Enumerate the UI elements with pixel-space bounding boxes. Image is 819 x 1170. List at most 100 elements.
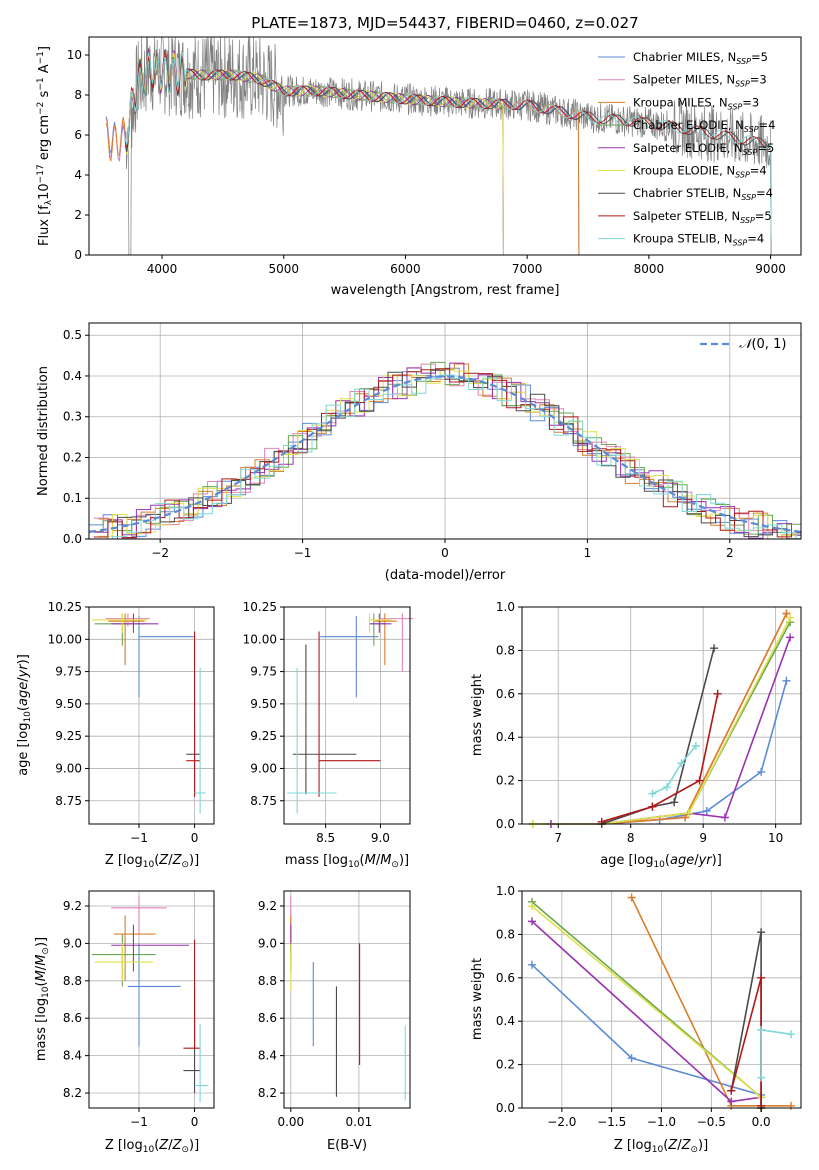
spectrum-model-line (125, 48, 504, 256)
spectrum-model-line (125, 49, 504, 256)
x-tick-label: 0.01 (346, 1115, 373, 1129)
weight-line (601, 613, 788, 825)
z-mass-ylabel: mass [log10(M/M⊙)] (34, 937, 51, 1061)
y-tick-label: 10.25 (48, 600, 82, 614)
x-tick-label: 7 (554, 831, 562, 845)
spectrum-xlabel: wavelength [Angstrom, rest frame] (331, 283, 560, 298)
y-tick-label: 0.3 (63, 410, 82, 424)
plus-marker (757, 1025, 766, 1034)
plus-marker (670, 798, 679, 807)
legend-label: Chabrier ELODIE, NSSP=4 (633, 118, 775, 134)
x-tick-label: 9 (699, 831, 707, 845)
y-tick-label: 9.00 (55, 761, 82, 775)
weight-line (652, 745, 697, 795)
legend-label: Kroupa STELIB, NSSP=4 (633, 232, 764, 248)
y-tick-label: 1.0 (496, 600, 515, 614)
y-tick-label: 8.6 (258, 1011, 277, 1025)
residual-ylabel: Normed distribution (36, 366, 51, 496)
x-tick-label: 6000 (390, 262, 421, 276)
x-tick-label: 8000 (634, 262, 665, 276)
weight-line (531, 964, 762, 1108)
x-tick-label: −1 (294, 546, 312, 560)
y-tick-label: 8.2 (258, 1086, 277, 1100)
z-weight-xlabel: Z [log10(Z/Z⊙)] (614, 1138, 708, 1155)
plus-marker (720, 813, 729, 822)
y-tick-label: 9.25 (55, 729, 82, 743)
y-tick-label: 10.25 (243, 600, 277, 614)
weight-line (601, 613, 788, 825)
x-tick-label: −0.5 (697, 1115, 726, 1129)
y-tick-label: 9.2 (63, 899, 82, 913)
ebv-mass-axes-frame (283, 890, 411, 1109)
y-tick-label: 0.1 (63, 491, 82, 505)
weight-line (760, 1028, 792, 1078)
z-mass-panel: −1 0 8.2 8.4 8.6 8.8 9.0 9.2 Z [log10(Z/Z⊙)] ma… (34, 890, 215, 1155)
plus-marker (648, 789, 657, 798)
y-tick-label: 9.75 (55, 665, 82, 679)
weight-line (601, 647, 715, 825)
x-tick-label: 8 (627, 831, 635, 845)
y-tick-label: 8.8 (63, 974, 82, 988)
weight-line (551, 680, 788, 825)
legend-label: Chabrier STELIB, NSSP=4 (633, 186, 773, 202)
x-tick-label: 4000 (147, 262, 178, 276)
weight-line (532, 621, 791, 825)
plus-marker (757, 1073, 766, 1082)
y-tick-label: 8.4 (63, 1049, 82, 1063)
plus-marker (782, 609, 791, 618)
x-tick-label: 2 (726, 546, 734, 560)
plus-marker (662, 783, 671, 792)
plus-marker (527, 960, 536, 969)
weight-line (531, 901, 762, 1108)
plus-marker (684, 809, 693, 818)
x-tick-label: −1.0 (647, 1115, 676, 1129)
y-tick-label: 0.0 (496, 1101, 515, 1115)
y-tick-label: 8.8 (258, 974, 277, 988)
y-tick-label: 9.50 (55, 697, 82, 711)
histogram-step-line (93, 362, 801, 539)
x-tick-label: −1 (130, 831, 148, 845)
x-tick-label: −2.0 (547, 1115, 576, 1129)
y-tick-label: 1.0 (496, 884, 515, 898)
legend-label: Kroupa MILES, NSSP=3 (633, 95, 759, 111)
x-tick-label: −2 (151, 546, 169, 560)
plus-marker (786, 613, 795, 622)
x-tick-label: 0.0 (752, 1115, 771, 1129)
y-tick-label: 9.2 (258, 899, 277, 913)
plus-marker (757, 767, 766, 776)
y-tick-label: 8.2 (63, 1086, 82, 1100)
y-tick-label: 0.8 (496, 643, 515, 657)
x-tick-label: 5000 (268, 262, 299, 276)
y-tick-label: 0.6 (496, 971, 515, 985)
x-tick-label: 10 (768, 831, 783, 845)
x-tick-label: 9.0 (371, 831, 390, 845)
histogram-step-line (98, 363, 801, 540)
y-tick-label: 0.4 (496, 1014, 515, 1028)
plus-marker (710, 644, 719, 653)
y-tick-label: 0.0 (63, 532, 82, 546)
y-tick-label: 2 (74, 208, 82, 222)
plus-marker (787, 1030, 796, 1039)
histogram-step-line (98, 368, 801, 540)
plus-marker (702, 806, 711, 815)
histogram-step-line (93, 368, 801, 538)
z-weight-panel: −2.0 −1.5 −1.0 −0.5 0.0 0.0 0.2 0.4 0.6 0.8 1.0 Z … (470, 884, 802, 1155)
normal-curve (88, 375, 802, 533)
y-tick-label: 10 (67, 48, 82, 62)
plus-marker (627, 1054, 636, 1063)
x-tick-label: 8.5 (316, 831, 335, 845)
y-tick-label: 0.5 (63, 328, 82, 342)
spectrum-panel: 4000 5000 6000 7000 8000 9000 0 2 4 6 8 10 waveleng… (36, 36, 802, 298)
y-tick-label: 4 (74, 168, 82, 182)
plus-marker (786, 633, 795, 642)
residual-panel: −2 −1 0 1 2 0.0 0.1 0.2 0.3 0.4 0.5 (data-model)/e… (36, 322, 802, 583)
y-tick-label: 0 (74, 248, 82, 262)
plus-marker (527, 902, 536, 911)
x-tick-label: −1.5 (597, 1115, 626, 1129)
y-tick-label: 8.4 (258, 1049, 277, 1063)
y-tick-label: 9.0 (63, 936, 82, 950)
plus-marker (677, 759, 686, 768)
plus-marker (691, 741, 700, 750)
y-tick-label: 9.00 (250, 761, 277, 775)
plus-marker (787, 1101, 796, 1110)
